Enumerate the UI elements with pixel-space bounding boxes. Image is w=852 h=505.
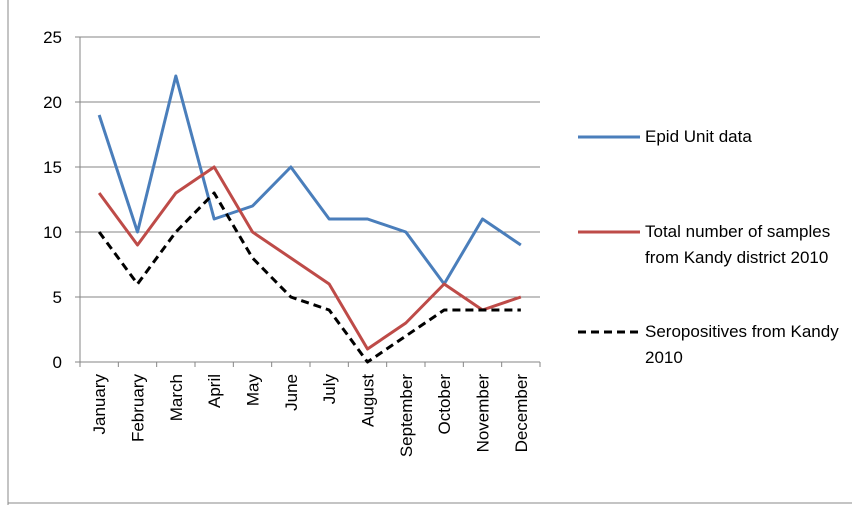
series-line: [97, 74, 522, 286]
x-tick-label: December: [512, 374, 531, 453]
x-tick-label: February: [129, 374, 148, 443]
series-line: [97, 191, 521, 364]
y-tick-label: 25: [43, 28, 62, 47]
x-tick-label: June: [282, 374, 301, 411]
x-tick-label: January: [90, 374, 109, 435]
legend-label: Total number of samples from Kandy distr…: [645, 222, 831, 267]
x-tick-label: April: [205, 374, 224, 408]
x-tick-label: September: [397, 374, 416, 457]
x-tick-label: May: [244, 374, 263, 407]
x-tick-label: July: [320, 374, 339, 405]
x-tick-label: October: [435, 374, 454, 435]
y-tick-label: 10: [43, 223, 62, 242]
series-line: [97, 165, 522, 351]
y-tick-label: 0: [53, 353, 62, 372]
y-tick-label: 20: [43, 93, 62, 112]
y-tick-label: 15: [43, 158, 62, 177]
x-tick-label: March: [167, 374, 186, 421]
y-tick-label: 5: [53, 288, 62, 307]
legend-label: Epid Unit data: [645, 127, 752, 146]
legend-label: Seropositives from Kandy 2010: [645, 322, 839, 367]
x-tick-label: August: [359, 374, 378, 427]
x-tick-label: November: [474, 374, 493, 453]
